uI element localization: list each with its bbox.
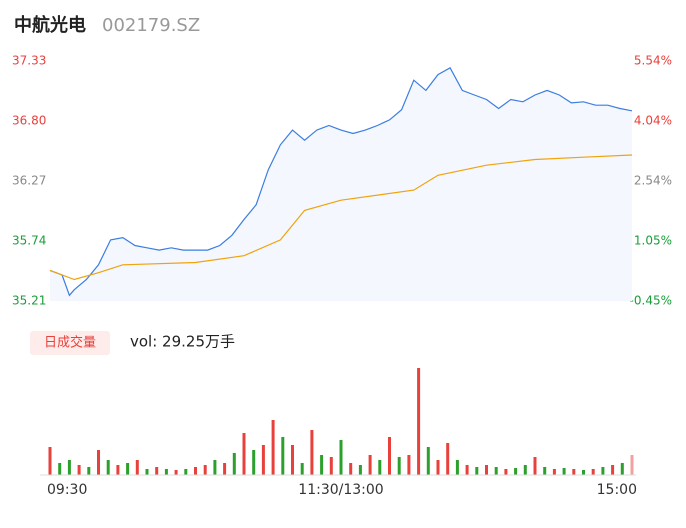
volume-bar [58,463,62,475]
y2-tick-label: 1.05% [634,233,672,247]
volume-bar [630,455,634,475]
volume-bar [514,468,518,475]
y-tick-label: 36.27 [12,174,46,188]
volume-bar [582,470,585,475]
volume-total: vol: 29.25万手 [130,333,235,351]
x-tick-label: 09:30 [47,482,87,498]
volume-bar [485,465,488,475]
average-line [49,154,633,281]
volume-bar [184,469,188,475]
y-tick-label: 36.80 [12,114,46,128]
volume-bar [523,465,527,475]
volume-bar [572,469,576,475]
volume-bar [620,463,624,475]
volume-bar [320,455,324,475]
volume-bar [378,460,382,475]
y2-tick-label: -0.45% [630,294,672,308]
volume-bar [291,445,294,475]
volume-bar [126,463,130,475]
volume-bar [271,420,275,475]
x-tick-label: 11:30/13:00 [298,482,383,498]
volume-bar [213,460,217,475]
volume-bar [106,460,110,475]
volume-bar [475,467,479,475]
volume-bar [339,440,343,475]
y2-tick-label: 5.54% [634,54,672,68]
volume-bar [426,447,430,475]
volume-bar [601,467,605,475]
volume-bar [494,467,498,475]
y-tick-label: 35.74 [12,234,46,248]
volume-bar [436,460,440,475]
volume-bar [562,468,566,475]
volume-bar [116,465,120,475]
volume-bar [300,463,304,475]
price-area [50,67,632,301]
volume-bar [611,465,615,475]
y2-tick-label: 4.04% [634,114,672,128]
volume-bar [194,467,197,475]
volume-bar [533,457,537,475]
volume-bar [310,430,314,475]
volume-bar [242,433,246,475]
volume-bar [368,455,372,475]
volume-bar [349,463,353,475]
volume-bar [164,469,168,475]
volume-bar [67,460,71,475]
stock-name: 中航光电 [14,14,86,36]
volume-bar [504,469,508,475]
volume-bar [77,465,81,475]
volume-bar [397,457,401,475]
volume-bar [155,467,159,475]
volume-bar [543,467,547,475]
y-tick-label: 35.21 [12,294,46,308]
volume-bar [388,437,391,475]
x-tick-label: 15:00 [597,482,637,498]
volume-bar [358,465,362,475]
volume-bar [417,368,421,475]
price-line [49,66,633,297]
volume-bar [465,465,469,475]
stock-code: 002179.SZ [102,15,200,36]
volume-bar [135,460,139,475]
volume-bar [87,467,91,475]
y2-tick-label: 2.54% [634,174,672,188]
volume-bar [591,469,595,475]
volume-bar [232,453,236,475]
volume-bar [252,450,256,475]
y-tick-label: 37.33 [12,54,46,68]
volume-panel: 09:30 11:30/13:00 15:00 [40,368,637,498]
volume-tag [30,331,110,355]
volume-bar [48,447,52,475]
volume-label: 日成交量 [44,335,96,351]
volume-bar [223,463,227,475]
volume-bar [552,469,556,475]
price-panel: 35.21 35.74 36.27 36.80 37.33 -0.45% 1.05% 2.54… [12,54,672,308]
volume-bar [407,455,411,475]
volume-bar [281,437,285,475]
volume-bar [261,445,265,475]
volume-bar [174,470,178,475]
volume-bar [203,465,207,475]
volume-bar [446,443,450,475]
volume-bar [145,469,149,475]
volume-bar [455,460,459,475]
volume-bar [97,450,100,475]
volume-bar [329,457,333,475]
